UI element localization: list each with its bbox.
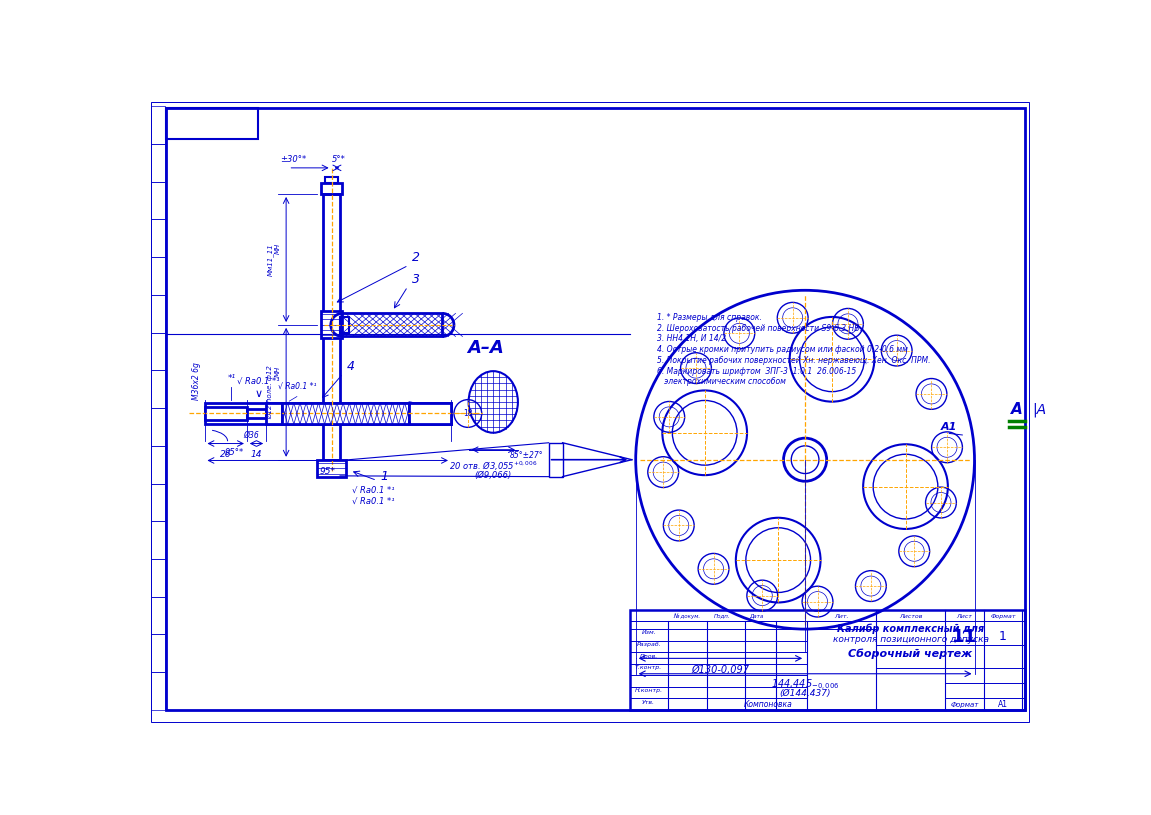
Text: электрохимическим способом: электрохимическим способом [657, 377, 786, 386]
Bar [151, 106, 166, 144]
Text: Калибр комплексный для: Калибр комплексный для [837, 623, 984, 634]
Text: Лит.: Лит. [834, 614, 848, 619]
Text: А: А [1011, 402, 1023, 417]
Text: 95°*: 95°* [224, 448, 243, 457]
Bar [266, 403, 282, 424]
Bar [282, 403, 409, 425]
Text: Компоновка: Компоновка [744, 700, 793, 709]
Text: √ Ra0.1 *¹: √ Ra0.1 *¹ [352, 486, 395, 495]
Text: Мм11_11
МН: Мм11_11 МН [267, 243, 281, 275]
Bar [630, 610, 1026, 710]
Text: контроля позиционного допуска: контроля позиционного допуска [832, 635, 989, 644]
Bar [151, 672, 166, 710]
Text: Листов: Листов [899, 614, 922, 619]
Text: 3: 3 [412, 272, 420, 285]
Text: *¹: *¹ [228, 374, 236, 383]
Bar [151, 597, 166, 635]
Bar [151, 333, 166, 370]
Text: Сборочный чертеж: Сборочный чертеж [848, 649, 973, 659]
Text: Ø12 поле. ф12
МН: Ø12 поле. ф12 МН [267, 365, 281, 419]
Text: 95*: 95* [320, 467, 336, 476]
Text: 144,445$_{-0,006}$: 144,445$_{-0,006}$ [771, 677, 839, 693]
Text: 2. Шероховатость рабочей поверхности S9-6.3 НВ.: 2. Шероховатость рабочей поверхности S9-… [657, 324, 862, 333]
Text: √ Ra0.1 *¹: √ Ra0.1 *¹ [277, 382, 317, 391]
Text: √ Ra0.1 *¹: √ Ra0.1 *¹ [352, 497, 395, 506]
Text: 18: 18 [463, 409, 473, 418]
Text: (Ø144,437): (Ø144,437) [779, 689, 831, 698]
Bar [151, 408, 166, 446]
Text: √ Ra0.1 *¹: √ Ra0.1 *¹ [237, 377, 280, 385]
Text: 3. НН4,1Н, И 14/2: 3. НН4,1Н, И 14/2 [657, 334, 726, 343]
Bar [317, 460, 346, 477]
Bar [166, 108, 259, 139]
Text: 5. Покрытие рабочих поверхностей Хн. нержавеющ. Хен. Окс. ПРМ.: 5. Покрытие рабочих поверхностей Хн. нер… [657, 356, 931, 365]
Text: Формат: Формат [990, 614, 1015, 619]
Text: Формат: Формат [951, 702, 978, 707]
Text: 11: 11 [952, 628, 977, 645]
Bar [246, 409, 266, 418]
Text: А1: А1 [942, 422, 958, 432]
Text: 14: 14 [251, 450, 262, 459]
Text: Дата: Дата [749, 614, 764, 619]
Bar [342, 314, 442, 337]
Bar [321, 311, 342, 338]
Bar [340, 317, 349, 333]
Text: 6. Маркировать шрифтом  ЗПГ-3  1:0.1  26.006-15: 6. Маркировать шрифтом ЗПГ-3 1:0.1 26.00… [657, 367, 856, 376]
Text: А–А: А–А [467, 339, 504, 357]
Text: 85°±27°: 85°±27° [510, 452, 543, 460]
Text: Т.контр.: Т.контр. [635, 665, 663, 670]
Text: 1. * Размеры для справок.: 1. * Размеры для справок. [657, 313, 762, 322]
Bar [151, 522, 166, 559]
Bar [409, 403, 451, 425]
Bar [205, 407, 246, 421]
Text: 5°*: 5°* [331, 155, 345, 164]
Bar [321, 183, 342, 194]
Text: 2: 2 [412, 251, 420, 264]
Text: Ø130-0,097: Ø130-0,097 [692, 664, 749, 675]
Text: Разраб.: Разраб. [637, 642, 661, 647]
Bar [151, 483, 166, 522]
Text: |A: |A [1032, 403, 1046, 417]
Bar [151, 144, 166, 182]
Bar [323, 194, 340, 460]
Text: Пров.: Пров. [640, 654, 658, 659]
Text: 20 отв. Ø3,055$^{+0,006}$: 20 отв. Ø3,055$^{+0,006}$ [449, 460, 538, 473]
Text: ∨: ∨ [254, 389, 262, 399]
Text: Изм.: Изм. [641, 631, 656, 636]
Bar [205, 403, 451, 425]
Text: Лист: Лист [956, 614, 973, 619]
Bar [151, 446, 166, 483]
Bar [151, 635, 166, 672]
Text: Н.контр.: Н.контр. [634, 688, 663, 694]
Text: Утв.: Утв. [642, 700, 655, 705]
Text: 4. Острые кромки притупить радиусом или фаской 0.2-0.6 мм: 4. Острые кромки притупить радиусом или … [657, 345, 908, 354]
Text: (Ø9,066): (Ø9,066) [474, 471, 512, 480]
Text: ±30°*: ±30°* [280, 155, 306, 164]
Text: Подп.: Подп. [714, 614, 730, 619]
Bar [151, 370, 166, 408]
Text: 26: 26 [220, 450, 231, 459]
Text: А1: А1 [998, 700, 1008, 709]
Bar [151, 295, 166, 333]
Text: М36х2 6g: М36х2 6g [192, 362, 200, 399]
Bar [326, 177, 337, 183]
Text: 4: 4 [346, 360, 355, 373]
Text: 1: 1 [999, 630, 1007, 643]
Bar [151, 258, 166, 295]
Bar [151, 559, 166, 597]
Text: Ø36: Ø36 [243, 430, 259, 439]
Ellipse shape [468, 371, 518, 433]
Bar [151, 219, 166, 258]
Bar [151, 182, 166, 219]
Text: № докум.: № докум. [673, 613, 701, 619]
Bar [549, 443, 563, 477]
Text: 1: 1 [381, 470, 389, 483]
